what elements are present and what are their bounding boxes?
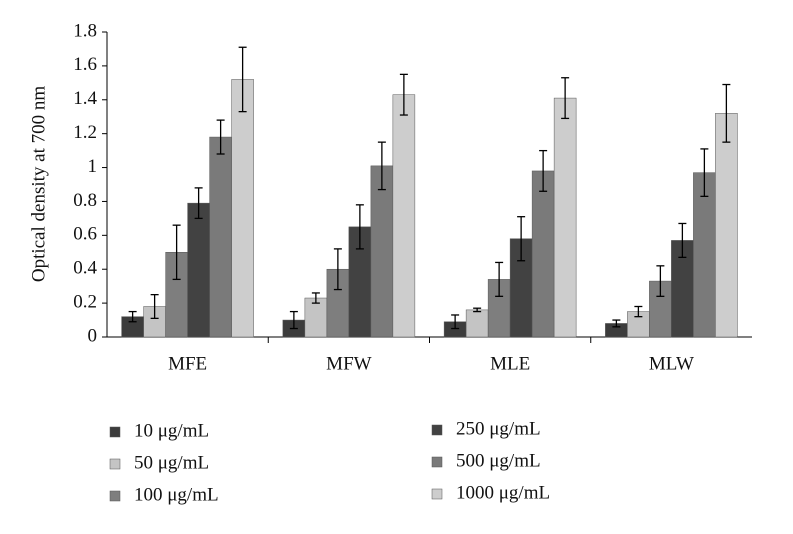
error-bar: [194, 187, 203, 220]
error-bar: [612, 319, 621, 328]
y-tick-label: 1.6: [73, 54, 97, 75]
legend-label: 100 μg/mL: [134, 484, 219, 505]
legend-swatch: [431, 424, 443, 436]
y-tick-label: 0.8: [73, 190, 97, 211]
y-axis-label: Optical density at 700 nm: [28, 86, 49, 283]
error-bar: [355, 204, 364, 250]
legend-swatch: [431, 456, 443, 468]
legend-label: 10 μg/mL: [134, 420, 209, 441]
bar: [187, 202, 210, 338]
error-bar: [539, 149, 548, 192]
error-bar: [311, 292, 320, 304]
bar: [715, 113, 738, 338]
x-tick-label: MLE: [490, 353, 530, 374]
legend-label: 1000 μg/mL: [456, 482, 550, 503]
bar: [231, 79, 254, 338]
error-bar: [238, 46, 247, 113]
error-bar: [517, 216, 526, 262]
y-tick-label: 0.4: [73, 258, 97, 279]
x-tick-label: MFE: [168, 353, 207, 374]
y-tick-label: 0.6: [73, 224, 97, 245]
bar: [370, 165, 394, 338]
bar: [209, 136, 232, 338]
error-bar: [722, 83, 731, 143]
error-bar: [150, 293, 159, 320]
error-bar: [678, 222, 687, 259]
error-bar: [561, 77, 570, 120]
error-bar: [172, 224, 181, 281]
error-bar: [656, 265, 665, 297]
y-tick-label: 1.2: [73, 122, 97, 143]
error-bar: [451, 314, 460, 330]
legend-swatch: [431, 488, 443, 500]
legend-label: 50 μg/mL: [134, 452, 209, 473]
bar: [465, 309, 489, 338]
y-tick-label: 1.4: [73, 88, 97, 109]
bar: [693, 172, 716, 338]
legend-label: 250 μg/mL: [456, 418, 541, 439]
legend-swatch: [109, 458, 121, 470]
legend-label: 500 μg/mL: [456, 450, 541, 471]
x-tick-label: MLW: [649, 353, 694, 374]
x-tick-label: MFW: [326, 353, 371, 374]
error-bar: [399, 73, 408, 116]
bar: [553, 97, 577, 338]
error-bar: [333, 248, 342, 291]
error-bar: [216, 119, 225, 155]
bar: [304, 297, 328, 338]
error-bar: [289, 310, 298, 330]
bar: [531, 170, 555, 338]
y-tick-label: 0: [88, 325, 98, 346]
error-bar: [700, 148, 709, 198]
legend-swatch: [109, 426, 121, 438]
legend-swatch: [109, 490, 121, 502]
y-tick-label: 0.2: [73, 291, 97, 312]
error-bar: [634, 305, 643, 318]
error-bar: [377, 141, 386, 191]
y-tick-label: 1: [88, 156, 98, 177]
y-tick-label: 1.8: [73, 20, 97, 41]
error-bar: [473, 307, 482, 313]
bar: [392, 94, 416, 338]
error-bar: [495, 261, 504, 297]
error-bar: [128, 310, 137, 323]
